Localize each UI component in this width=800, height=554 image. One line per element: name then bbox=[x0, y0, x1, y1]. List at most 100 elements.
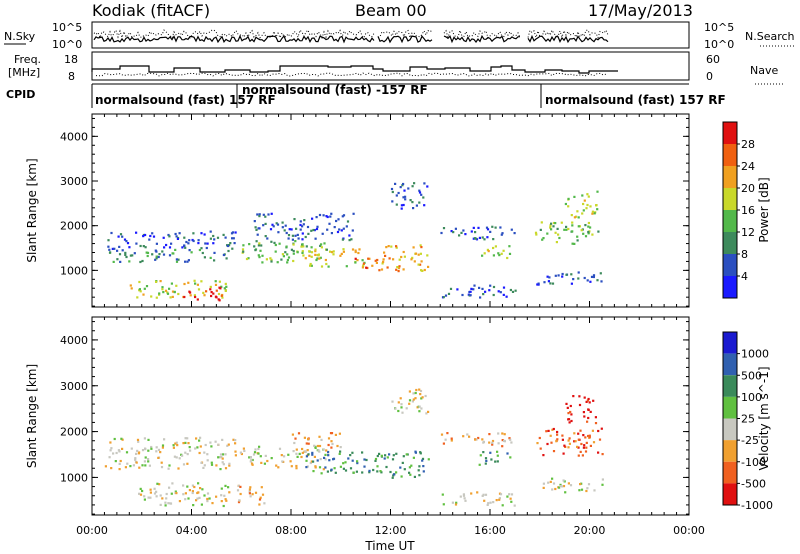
velocity-frame bbox=[91, 316, 690, 516]
nsearch-label: N.Search bbox=[745, 30, 795, 43]
power-colorbar-tick-6: 28 bbox=[741, 138, 755, 151]
velocity-echo-region-9 bbox=[440, 432, 513, 448]
power-colorbar-swatch-3 bbox=[723, 210, 737, 232]
nave-label: Nave bbox=[750, 64, 778, 77]
velocity-colorbar: 1000 500 100 25 -25 -100 -500 -1000 Velocity [m … bbox=[722, 331, 773, 512]
power-echo-region-14 bbox=[564, 190, 599, 219]
beam-title: Beam 00 bbox=[355, 1, 427, 20]
velocity-echo-region-4 bbox=[242, 445, 330, 471]
nsky-tick-top: 10^5 bbox=[52, 21, 82, 34]
power-echo-region-8 bbox=[378, 244, 430, 273]
freq-label-1: Freq. bbox=[14, 53, 41, 66]
velocity-colorbar-tick-7: -1000 bbox=[741, 499, 773, 512]
cpid-label: CPID bbox=[6, 88, 35, 101]
velocity-colorbar-swatch-4 bbox=[723, 418, 737, 441]
velocity-echo-region-1 bbox=[104, 454, 231, 471]
freq-trace bbox=[91, 65, 618, 77]
velocity-echo-region-2 bbox=[138, 482, 231, 508]
velocity-colorbar-swatch-6 bbox=[723, 461, 737, 484]
power-colorbar-tick-1: 8 bbox=[741, 248, 748, 261]
x-tick-4: 16:00 bbox=[474, 524, 506, 537]
power-colorbar-swatch-4 bbox=[723, 188, 737, 210]
power-echo-region-7 bbox=[354, 257, 379, 270]
nsearch-tick-bottom: 10^0 bbox=[704, 38, 734, 51]
power-echo-region-6 bbox=[292, 248, 366, 268]
power-colorbar-tick-2: 12 bbox=[741, 226, 755, 239]
power-colorbar-label: Power [dB] bbox=[757, 177, 771, 242]
velocity-echo-region-14 bbox=[542, 477, 604, 494]
power-y-tick-4000: 4000 bbox=[60, 130, 88, 143]
velocity-colorbar-tick-0: 1000 bbox=[741, 348, 769, 361]
power-echo-region-3 bbox=[183, 286, 223, 302]
power-echo-region-0 bbox=[107, 230, 237, 250]
x-tick-1: 04:00 bbox=[176, 524, 208, 537]
velocity-echo-region-13 bbox=[565, 395, 598, 425]
velocity-colorbar-tick-2: 100 bbox=[741, 391, 762, 404]
nave-tick-bottom: 0 bbox=[706, 70, 713, 83]
power-colorbar-swatch-6 bbox=[723, 144, 737, 166]
cpid-segment-2: normalsound (fast) -157 RF bbox=[242, 83, 428, 97]
station-title: Kodiak (fitACF) bbox=[92, 1, 210, 20]
power-echo-region-12 bbox=[441, 284, 517, 299]
velocity-y-tick-3000: 3000 bbox=[60, 380, 88, 393]
time-axis: 00:00 04:00 08:00 12:00 16:00 20:00 00:00 bbox=[76, 524, 705, 537]
velocity-echo-region-3 bbox=[236, 484, 266, 506]
power-echo-region-1 bbox=[108, 248, 230, 264]
velocity-heatmap-panel: 1000 2000 3000 4000 Slant Range [km] bbox=[25, 316, 690, 516]
velocity-colorbar-tick-1: 500 bbox=[741, 369, 762, 382]
cpid-segment-3: normalsound (fast) 157 RF bbox=[545, 93, 726, 107]
power-colorbar-swatch-7 bbox=[723, 122, 737, 144]
freq-tick-top: 18 bbox=[64, 53, 78, 66]
velocity-echo-region-10 bbox=[478, 450, 512, 466]
power-colorbar-swatch-0 bbox=[723, 276, 737, 298]
freq-label-2: [MHz] bbox=[8, 66, 40, 79]
power-colorbar-tick-3: 16 bbox=[741, 204, 755, 217]
power-colorbar-tick-5: 24 bbox=[741, 160, 755, 173]
power-y-tick-2000: 2000 bbox=[60, 220, 88, 233]
power-y-tick-1000: 1000 bbox=[60, 264, 88, 277]
velocity-y-tick-2000: 2000 bbox=[60, 426, 88, 439]
power-cells bbox=[107, 182, 603, 302]
velocity-echo-region-11 bbox=[441, 491, 516, 507]
power-echo-region-15 bbox=[536, 271, 603, 286]
nsky-trace bbox=[93, 28, 609, 44]
velocity-echo-region-0 bbox=[109, 436, 243, 457]
velocity-echo-region-6 bbox=[291, 432, 342, 452]
velocity-colorbar-swatch-7 bbox=[723, 483, 737, 505]
nsky-tick-bottom: 10^0 bbox=[52, 38, 82, 51]
velocity-echo-region-7 bbox=[379, 450, 430, 479]
power-echo-region-9 bbox=[390, 182, 429, 210]
power-y-axis-label: Slant Range [km] bbox=[25, 158, 39, 262]
velocity-echo-region-5 bbox=[305, 450, 381, 475]
velocity-y-tick-1000: 1000 bbox=[60, 471, 88, 484]
power-heatmap-panel: 1000 2000 3000 4000 Slant Range [km] bbox=[25, 113, 690, 308]
velocity-echo-region-8 bbox=[391, 388, 430, 415]
power-y-tick-3000: 3000 bbox=[60, 175, 88, 188]
velocity-colorbar-swatch-2 bbox=[723, 375, 737, 397]
velocity-y-axis-label: Slant Range [km] bbox=[25, 364, 39, 468]
x-tick-5: 20:00 bbox=[574, 524, 606, 537]
x-tick-3: 12:00 bbox=[375, 524, 407, 537]
x-tick-6: 00:00 bbox=[673, 524, 705, 537]
power-colorbar-tick-0: 4 bbox=[741, 270, 748, 283]
velocity-colorbar-swatch-3 bbox=[723, 396, 737, 419]
velocity-colorbar-tick-6: -500 bbox=[741, 477, 766, 490]
power-frame bbox=[91, 113, 690, 308]
velocity-colorbar-swatch-1 bbox=[723, 353, 737, 376]
velocity-cells bbox=[104, 388, 604, 508]
power-colorbar-swatch-5 bbox=[723, 166, 737, 188]
nave-tick-top: 60 bbox=[706, 53, 720, 66]
velocity-colorbar-swatch-5 bbox=[723, 440, 737, 462]
date-title: 17/May/2013 bbox=[588, 1, 693, 20]
velocity-colorbar-swatch-0 bbox=[723, 332, 737, 354]
power-echo-region-2 bbox=[129, 279, 228, 299]
power-colorbar: 4 8 12 16 20 24 28 Power [dB] bbox=[722, 121, 771, 299]
power-echo-region-11 bbox=[481, 245, 512, 260]
velocity-colorbar-tick-3: 25 bbox=[741, 413, 755, 426]
power-colorbar-swatch-2 bbox=[723, 232, 737, 254]
x-tick-0: 00:00 bbox=[76, 524, 108, 537]
freq-panel bbox=[91, 51, 690, 81]
velocity-colorbar-label: Velocity [m s^-1] bbox=[757, 366, 771, 470]
power-echo-region-13 bbox=[534, 221, 600, 245]
